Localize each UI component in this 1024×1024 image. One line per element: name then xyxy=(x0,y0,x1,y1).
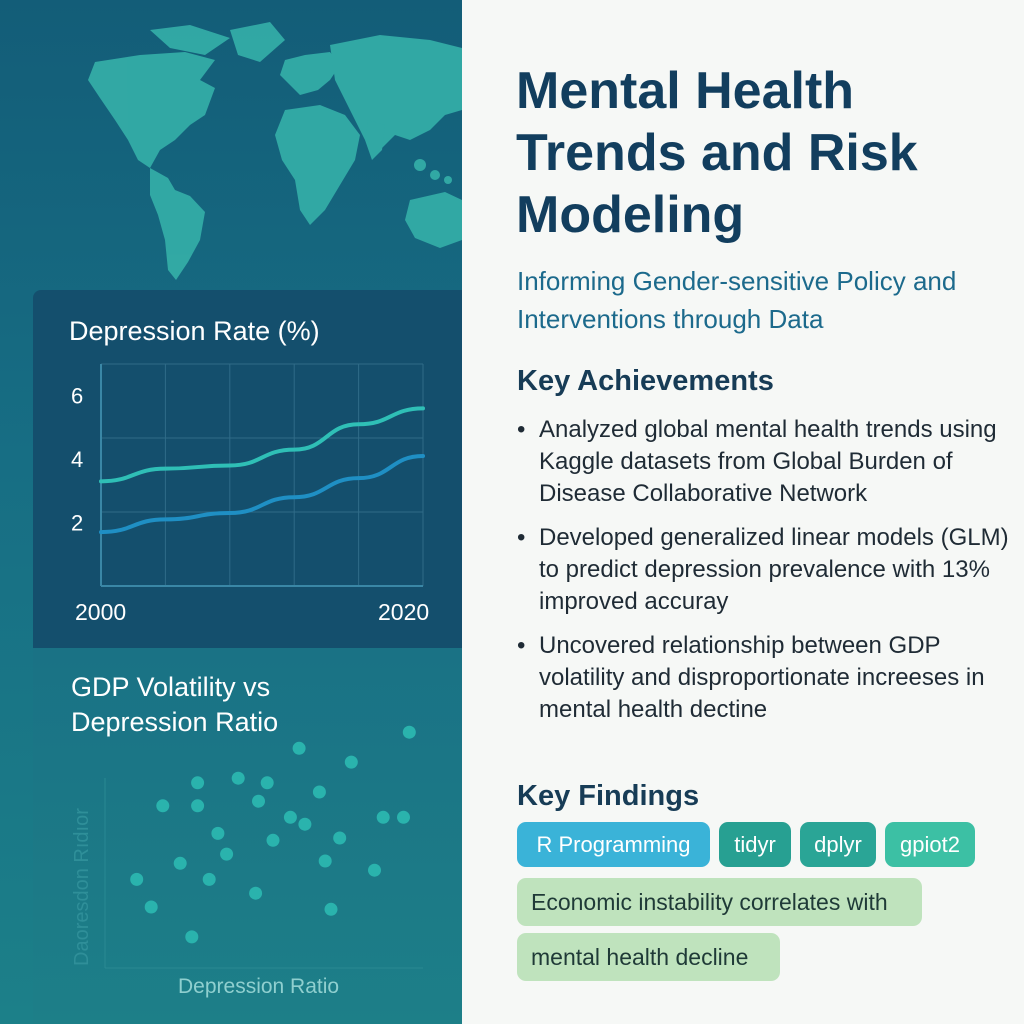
scatter-point xyxy=(260,776,274,790)
achievements-list: Analyzed global mental health trends usi… xyxy=(517,414,1017,738)
scatter-point xyxy=(292,741,306,755)
chart-title: Depression Rate (%) xyxy=(69,316,320,346)
scatter-point xyxy=(211,826,225,840)
series-line xyxy=(99,406,425,484)
chart-title: GDP Volatility vs Depression Ratio xyxy=(71,672,279,737)
line-chart-svg: 6 4 2 2000 2020 xyxy=(71,363,429,625)
y-tick-label: 4 xyxy=(71,447,83,472)
skill-tags: R Programming tidyr dplyr gpiot2 xyxy=(517,822,1017,872)
scatter-point xyxy=(298,817,312,831)
scatter-point xyxy=(266,833,280,847)
x-tick-label: 2020 xyxy=(378,599,429,625)
scatter-point xyxy=(173,856,187,870)
page-title: Mental Health Trends and Risk Modeling xyxy=(516,62,918,244)
scatter-point xyxy=(156,799,170,813)
scatter-point xyxy=(397,810,410,824)
scatter-point xyxy=(191,776,205,790)
world-map-image xyxy=(88,22,462,280)
scatter-chart-svg: Depression Ratio Daoresdon Rıdıor xyxy=(71,725,423,998)
scatter-point xyxy=(324,902,338,916)
scatter-point xyxy=(191,799,205,813)
finding-badge: Economic instability correlates with xyxy=(517,878,922,926)
key-achievements-heading: Key Achievements xyxy=(517,365,774,397)
scatter-point xyxy=(185,930,199,944)
scatter-point xyxy=(252,794,265,808)
list-item: Developed generalized linear models (GLM… xyxy=(517,522,1017,618)
y-tick-label: 2 xyxy=(71,511,83,536)
scatter-point xyxy=(202,872,216,886)
left-panel: Depression Rate (%) 6 4 2 2000 2020 GDP Vola… xyxy=(0,0,462,1024)
list-item: Uncovered relationship between GDP volat… xyxy=(517,630,1017,726)
y-axis-label: Daoresdon Rıdıor xyxy=(71,808,93,966)
gdp-scatter-chart: GDP Volatility vs Depression Ratio Depre… xyxy=(33,648,462,1024)
tag-tidyr: tidyr xyxy=(719,822,791,867)
list-item: Analyzed global mental health trends usi… xyxy=(517,414,1017,510)
right-panel: Mental Health Trends and Risk Modeling I… xyxy=(462,0,1024,1024)
scatter-point xyxy=(130,872,144,886)
key-findings-heading: Key Findings xyxy=(517,780,700,812)
scatter-point xyxy=(344,755,358,769)
tag-ggplot2: gpiot2 xyxy=(885,822,975,867)
series-line xyxy=(99,453,425,535)
scatter-point xyxy=(144,900,158,914)
scatter-point xyxy=(368,863,381,877)
finding-badge: mental health decline xyxy=(517,933,780,981)
scatter-point xyxy=(231,771,245,785)
x-tick-label: 2000 xyxy=(75,599,126,625)
x-axis-label: Depression Ratio xyxy=(178,975,339,998)
scatter-point xyxy=(312,785,326,799)
scatter-point xyxy=(220,847,234,861)
tag-r-programming: R Programming xyxy=(517,822,710,867)
scatter-point xyxy=(402,725,416,739)
scatter-point xyxy=(249,886,263,900)
scatter-point xyxy=(283,810,297,824)
depression-rate-chart: Depression Rate (%) 6 4 2 2000 2020 xyxy=(33,290,462,648)
tag-dplyr: dplyr xyxy=(800,822,876,867)
scatter-point xyxy=(318,854,332,868)
page-subtitle: Informing Gender-sensitive Policy and In… xyxy=(517,266,957,334)
y-tick-label: 6 xyxy=(71,384,83,409)
scatter-point xyxy=(333,831,347,845)
scatter-point xyxy=(376,810,390,824)
